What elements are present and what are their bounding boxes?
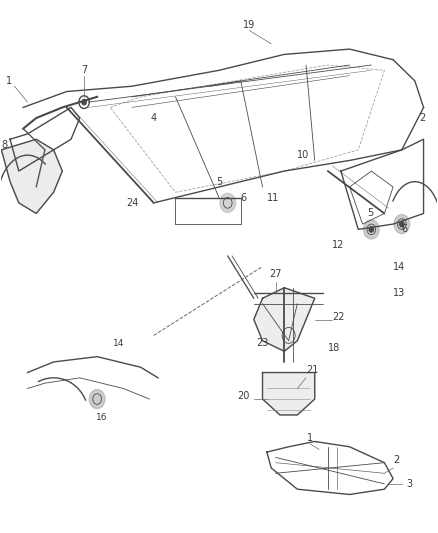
Text: 6: 6 [402,224,408,235]
Text: 1: 1 [307,433,314,443]
Circle shape [82,100,86,105]
Text: 13: 13 [393,288,405,298]
Circle shape [369,227,374,232]
Text: 11: 11 [267,192,279,203]
Circle shape [220,193,236,213]
Polygon shape [1,139,62,214]
Text: 6: 6 [241,192,247,203]
Text: 21: 21 [306,365,318,375]
Circle shape [364,220,379,239]
Text: 2: 2 [393,455,399,465]
Text: 10: 10 [297,150,310,160]
Polygon shape [254,288,315,351]
Text: 27: 27 [269,269,282,279]
Text: 12: 12 [332,240,345,251]
Text: 18: 18 [328,343,340,353]
Polygon shape [262,373,315,415]
Text: 2: 2 [419,113,425,123]
Text: 5: 5 [216,176,222,187]
Text: 20: 20 [237,391,250,401]
Text: 7: 7 [81,66,87,75]
Text: 14: 14 [113,339,124,348]
Circle shape [89,390,105,409]
Text: 14: 14 [393,262,405,271]
Text: 23: 23 [256,338,268,348]
Text: 1: 1 [6,76,12,86]
Circle shape [399,221,404,227]
Text: 19: 19 [244,20,256,30]
Text: 16: 16 [96,413,107,422]
Text: 3: 3 [406,479,412,489]
Text: 24: 24 [126,198,138,208]
Circle shape [394,215,410,233]
Text: 8: 8 [1,140,7,150]
Text: 5: 5 [367,208,373,219]
Circle shape [14,293,162,473]
Text: 4: 4 [151,113,157,123]
Text: 22: 22 [332,311,345,321]
